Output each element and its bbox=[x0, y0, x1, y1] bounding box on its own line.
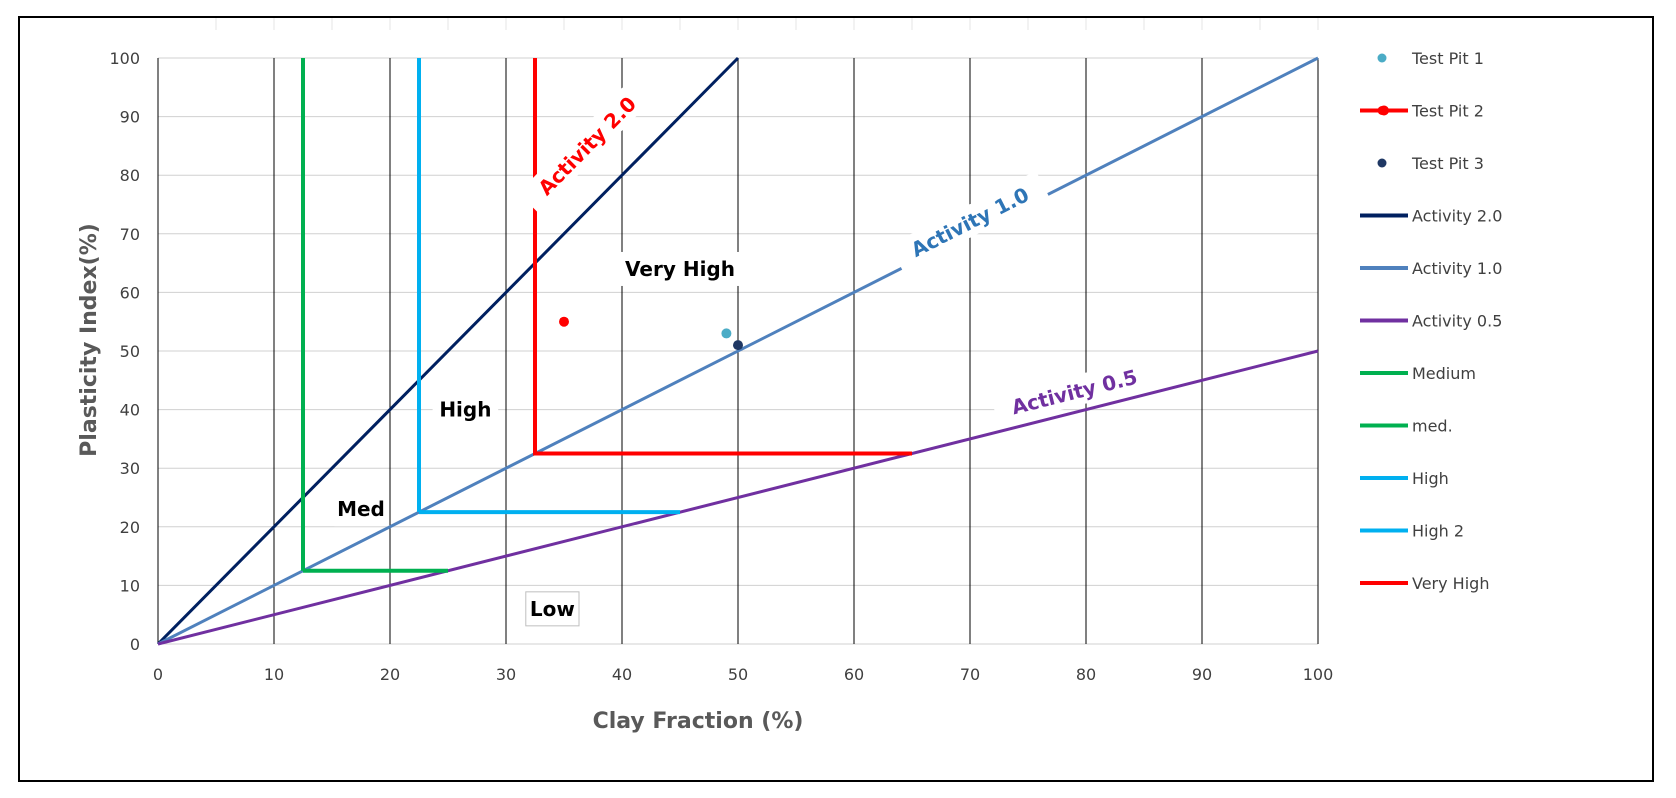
legend-label: Very High bbox=[1412, 574, 1489, 593]
legend-label: Activity 0.5 bbox=[1412, 312, 1502, 331]
x-tick-label: 80 bbox=[1076, 665, 1096, 684]
y-tick-label: 20 bbox=[120, 518, 140, 537]
legend-entry: med. bbox=[1360, 417, 1453, 436]
point-test-pit-2 bbox=[559, 316, 569, 327]
legend-marker bbox=[1377, 53, 1387, 63]
legend-label: High 2 bbox=[1412, 522, 1464, 541]
label-box bbox=[616, 251, 744, 286]
legend-entry: Test Pit 1 bbox=[1377, 49, 1484, 68]
x-axis-label: Clay Fraction (%) bbox=[593, 709, 804, 734]
grid bbox=[157, 18, 1319, 645]
x-tick-label: 10 bbox=[264, 665, 284, 684]
y-tick-label: 50 bbox=[120, 342, 140, 361]
activity-chart: 0 10 20 30 40 50 60 70 80 90 100 0 10 20 30 40 50 60 70 80 9… bbox=[77, 18, 1502, 734]
region-label-low: Low bbox=[530, 597, 575, 621]
y-tick-label: 80 bbox=[120, 166, 140, 185]
x-tick-label: 70 bbox=[960, 665, 980, 684]
y-tick-label: 70 bbox=[120, 225, 140, 244]
point-test-pit-3 bbox=[733, 340, 743, 351]
legend-label: Test Pit 2 bbox=[1411, 102, 1484, 121]
legend-label: Medium bbox=[1412, 364, 1476, 383]
label-box bbox=[334, 492, 388, 527]
x-tick-label: 0 bbox=[153, 665, 163, 684]
region-label-high: High bbox=[439, 398, 491, 422]
legend-label: med. bbox=[1412, 417, 1453, 436]
y-tick-label: 40 bbox=[120, 401, 140, 420]
legend-label: Test Pit 3 bbox=[1411, 154, 1484, 173]
legend-label: Activity 1.0 bbox=[1412, 259, 1502, 278]
legend-label: High bbox=[1412, 469, 1449, 488]
region-label-very-high: Very High bbox=[625, 257, 735, 281]
legend: Test Pit 1 Test Pit 2 Test Pit 3 Activity 2… bbox=[1360, 49, 1502, 593]
activity-label-group: Activity 0.5 bbox=[990, 356, 1158, 426]
legend-marker bbox=[1377, 158, 1387, 168]
legend-entry: Medium bbox=[1360, 364, 1476, 383]
point-test-pit-1 bbox=[721, 328, 732, 339]
legend-entry: Activity 2.0 bbox=[1360, 207, 1502, 226]
label-box bbox=[518, 76, 655, 215]
label-box bbox=[889, 170, 1050, 272]
legend-entry: High bbox=[1360, 469, 1449, 488]
x-tick-label: 50 bbox=[728, 665, 748, 684]
legend-entry: Activity 1.0 bbox=[1360, 259, 1502, 278]
x-tick-label: 60 bbox=[844, 665, 864, 684]
label-box bbox=[990, 356, 1158, 426]
chart-frame: 0 10 20 30 40 50 60 70 80 90 100 0 10 20 30 40 50 60 70 80 9… bbox=[18, 16, 1654, 782]
activity-label-group: Activity 2.0 bbox=[518, 76, 655, 215]
label-box bbox=[525, 591, 580, 627]
x-tick-label: 100 bbox=[1303, 665, 1334, 684]
legend-entry: Test Pit 3 bbox=[1377, 154, 1484, 173]
y-tick-label: 0 bbox=[130, 635, 140, 654]
legend-entry: Very High bbox=[1360, 574, 1489, 593]
x-tick-label: 90 bbox=[1192, 665, 1212, 684]
legend-label: Test Pit 1 bbox=[1411, 49, 1484, 68]
series-activity-2-0 bbox=[156, 56, 740, 646]
legend-entry: Activity 0.5 bbox=[1360, 312, 1502, 331]
y-tick-label: 10 bbox=[120, 576, 140, 595]
activity-label-activity-2-0: Activity 2.0 bbox=[533, 92, 641, 200]
series-activity-0-5 bbox=[157, 349, 1319, 646]
y-tick-label: 30 bbox=[120, 459, 140, 478]
y-tick-label: 100 bbox=[109, 49, 140, 68]
y-tick-label: 60 bbox=[120, 283, 140, 302]
series-activity-1-0 bbox=[157, 56, 1319, 646]
y-tick-label: 90 bbox=[120, 108, 140, 127]
region-label-med: Med bbox=[337, 497, 385, 521]
y-axis-label: Plasticity Index(%) bbox=[77, 223, 102, 457]
label-box bbox=[432, 392, 499, 427]
legend-label: Activity 2.0 bbox=[1412, 207, 1502, 226]
x-tick-label: 20 bbox=[380, 665, 400, 684]
x-tick-label: 40 bbox=[612, 665, 632, 684]
legend-marker bbox=[1379, 105, 1389, 116]
legend-entry: High 2 bbox=[1360, 522, 1464, 541]
x-tick-label: 30 bbox=[496, 665, 516, 684]
tick-labels: 0 10 20 30 40 50 60 70 80 90 100 0 10 20 30 40 50 60 70 80 9… bbox=[109, 49, 1333, 684]
